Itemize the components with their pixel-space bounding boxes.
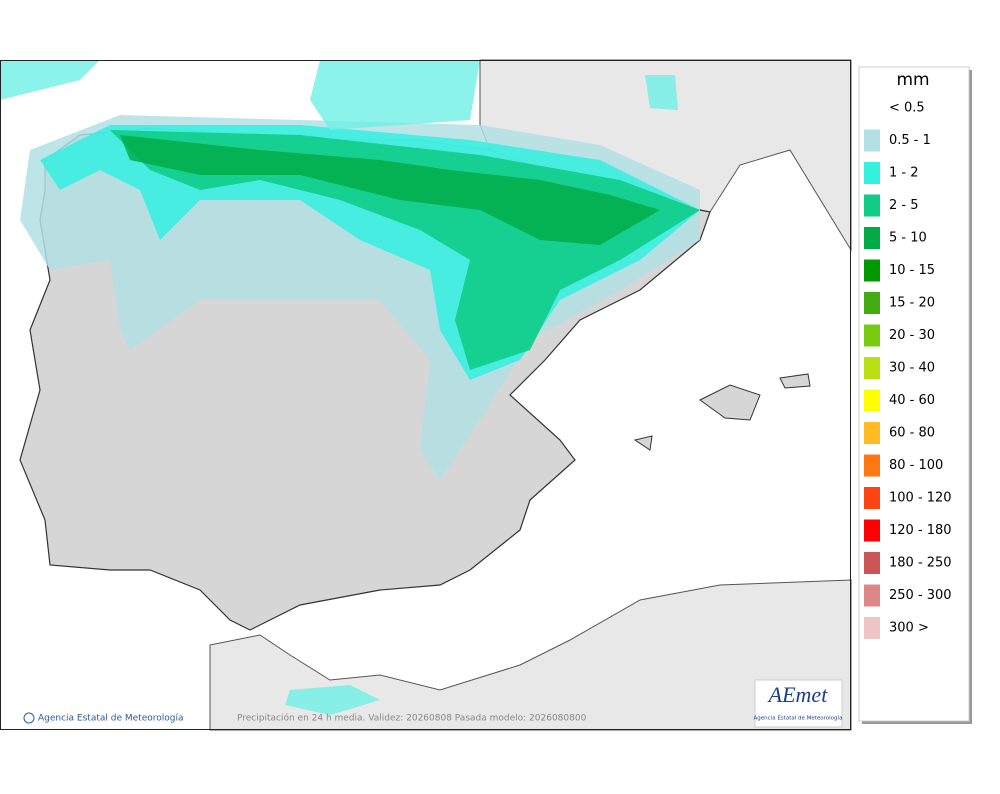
legend-label: 60 - 80 bbox=[889, 426, 935, 441]
legend-label: 20 - 30 bbox=[889, 328, 935, 343]
map-frame bbox=[0, 60, 851, 730]
legend-swatch bbox=[864, 422, 880, 444]
logo-name: AEmet bbox=[767, 682, 829, 707]
map: Agencia Estatal de Meteorología Precipit… bbox=[0, 59, 852, 731]
legend-swatch bbox=[864, 194, 880, 217]
legend-label: 100 - 120 bbox=[889, 491, 952, 506]
legend-label: 1 - 2 bbox=[889, 166, 919, 181]
legend-label: 30 - 40 bbox=[889, 361, 935, 376]
legend-label: 300 > bbox=[889, 621, 929, 636]
legend-label: 180 - 250 bbox=[889, 556, 952, 571]
legend-swatch bbox=[864, 617, 880, 639]
legend-label: 15 - 20 bbox=[889, 296, 935, 311]
legend-label: 80 - 100 bbox=[889, 458, 943, 473]
legend-swatch bbox=[864, 519, 880, 542]
precip-5-10 bbox=[120, 135, 660, 245]
logo-box bbox=[754, 679, 843, 728]
legend-label: 120 - 180 bbox=[889, 523, 952, 538]
legend-swatch bbox=[864, 259, 880, 282]
legend-swatch bbox=[864, 97, 880, 119]
legend-label: 10 - 15 bbox=[889, 263, 935, 278]
legend-label: 2 - 5 bbox=[889, 198, 919, 213]
agency-credit: Agencia Estatal de Meteorología bbox=[38, 714, 184, 724]
legend-swatch bbox=[864, 552, 880, 574]
legend-label: 0.5 - 1 bbox=[889, 133, 931, 148]
logo-subtitle: Agencia Estatal de Meteorología bbox=[754, 715, 843, 722]
legend-label: 40 - 60 bbox=[889, 393, 935, 408]
legend-swatch bbox=[864, 324, 880, 347]
legend-swatch bbox=[864, 454, 880, 477]
legend-swatch bbox=[864, 227, 880, 249]
legend-swatch bbox=[864, 129, 880, 152]
legend-swatch bbox=[864, 389, 880, 412]
legend: mm < 0.5 0.5 - 1 1 - 2 2 - 5 5 - 10 10 - 15 15… bbox=[858, 66, 972, 724]
legend-label: 5 - 10 bbox=[889, 231, 927, 246]
legend-title: mm bbox=[896, 70, 929, 90]
legend-label: < 0.5 bbox=[889, 101, 925, 116]
legend-swatch bbox=[864, 292, 880, 314]
legend-label: 250 - 300 bbox=[889, 588, 952, 603]
balearic-islands bbox=[633, 373, 811, 451]
caption: Precipitación en 24 h media. Validez: 20… bbox=[237, 713, 587, 724]
legend-swatch bbox=[864, 487, 880, 509]
legend-swatch bbox=[864, 162, 880, 184]
legend-swatch bbox=[864, 357, 880, 379]
legend-swatch bbox=[864, 584, 880, 607]
copyright-icon bbox=[23, 712, 35, 724]
